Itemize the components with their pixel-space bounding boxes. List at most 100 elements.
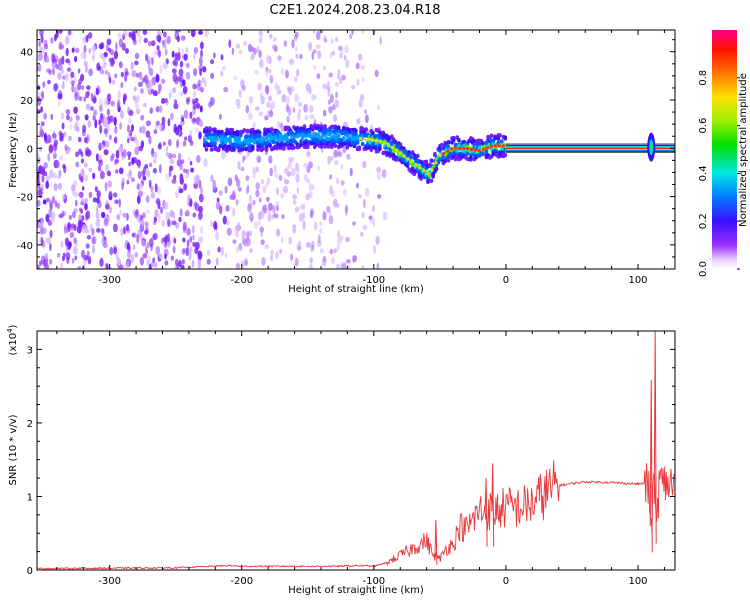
spectrogram-speck [73,87,78,93]
spectrogram-speck [166,35,171,45]
spectrogram-speck [38,190,43,199]
spectrogram-speck [220,247,225,256]
spectrogram-speck [86,250,90,259]
spectrogram-speck [189,235,193,243]
spectrogram-speck [215,231,220,241]
spectrogram-speck [92,97,97,104]
spectrogram-speck [82,186,85,191]
spectrogram-speck [329,185,333,195]
spectrogram-speck [262,205,266,212]
spectrogram-speck [96,197,100,204]
spectrogram-speck [185,62,190,69]
spectrogram-speck [179,91,184,97]
spectrogram-speck [344,45,349,54]
spectrogram-speck [130,254,135,264]
spectrogram-speck [226,219,230,226]
spectrogram-speck [134,146,140,156]
spectrogram-speck [200,41,204,50]
spectrogram-speck [371,205,376,212]
spectrogram-speck [80,158,85,164]
spectrogram-speck [183,53,188,61]
spectrogram-speck [171,68,177,74]
spectrogram-speck [136,195,141,205]
figure-title: C2E1.2024.208.23.04.R18 [269,3,440,18]
spectrogram-speck [137,159,142,169]
spectrogram-speck [269,74,274,84]
spectrogram-speck [245,105,250,114]
spectrogram-speck [198,179,202,189]
spectrogram-speck [109,134,112,141]
spectrogram-speck [169,209,174,218]
spectrogram-speck [179,60,184,68]
spectrogram-speck [327,80,330,86]
snr-y-ticks: 0 1 2 3 [27,345,675,577]
spectrogram-speck [162,62,168,70]
spectrogram-speck [167,218,171,227]
spectrogram-speck [182,221,187,231]
snr-spike [484,478,488,547]
spectrogram-speck [302,211,306,220]
ridge-cell [345,145,350,150]
spectrogram-speck [329,174,333,180]
ridge-cell [223,136,228,141]
spectrogram-speck [303,163,308,168]
spectrogram-speck [50,113,54,120]
spectrogram-speck [295,53,299,59]
spectrogram-speck [159,164,162,174]
spectrogram-speck [200,49,203,58]
spectrogram-speck [106,38,112,46]
spectrogram-speck [85,103,91,111]
spectrogram-speck [84,162,88,168]
spectrogram-speck [171,50,175,58]
spectrogram-speck [51,53,56,63]
ridge-cell [237,137,241,142]
spectrogram-speck [80,51,85,59]
y-tick-label: 20 [20,96,33,107]
spectrogram-speck [66,67,72,72]
spectrogram-speck [265,68,269,77]
spectrogram-speck [98,104,103,112]
spectrogram-speck [372,218,376,227]
spectrogram-speck [210,220,213,228]
spectrogram-speck [126,179,130,185]
spectrogram-speck [43,112,47,120]
spectrogram-speck [358,98,363,108]
spectrogram-speck [122,148,127,158]
spectrogram-speck [236,178,241,188]
spectrogram-speck [268,202,273,211]
spectrogram-speck [199,68,203,76]
spectrogram-speck [67,30,72,36]
spectrogram-speck [243,40,247,47]
spectrogram-speck [215,221,218,231]
spectrogram-speck [200,86,204,93]
ridge-cell [299,139,303,144]
spectrogram-speck [329,52,333,59]
ridge-peak [454,146,458,150]
ridge-cell [407,150,411,155]
spectrogram-speck [254,69,259,75]
spectrogram-speck [122,96,126,105]
spectrogram-speck [257,214,262,221]
spectrogram-speck [208,101,213,108]
spectrogram-speck [147,56,153,66]
ridge-peak [370,138,375,142]
spectrogram-speck [151,40,156,47]
spectrogram-speck [274,46,278,52]
spectrogram-speck [59,155,64,161]
spectrogram-speck [306,150,311,158]
spectrogram-speck [157,201,161,210]
ridge-cell [496,136,501,141]
spectrogram-speck [74,199,78,207]
spectrogram-speck [165,151,170,157]
spectrogram-speck [100,144,105,149]
spectrogram-speck [294,257,299,267]
spectrogram-speck [152,167,157,174]
spectrogram-speck [112,79,116,85]
spectrogram-speck [185,71,191,80]
spectrogram-speck [264,244,269,250]
spectrogram-speck [85,210,91,220]
spectrogram-speck [182,55,185,60]
ridge-cell [324,128,329,133]
spectrogram-speck [259,59,264,69]
